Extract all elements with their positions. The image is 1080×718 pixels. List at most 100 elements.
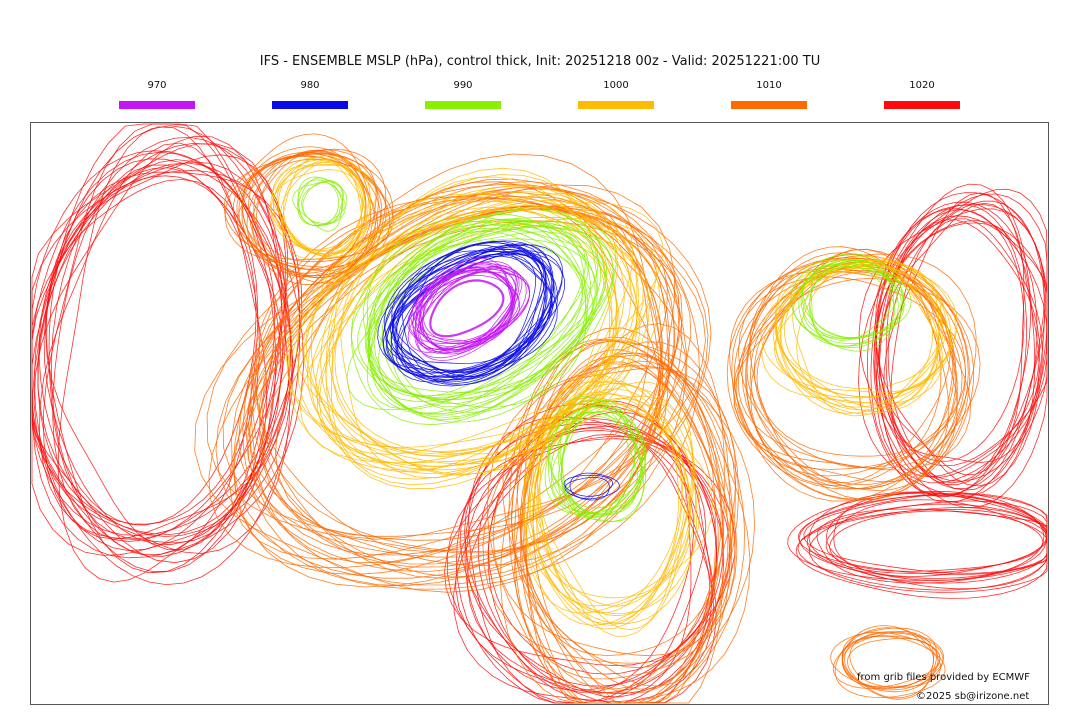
isobar-line xyxy=(547,395,646,516)
isobar-990-uk xyxy=(544,395,647,523)
copyright-credit: ©2025 sb@irizone.net xyxy=(916,691,1030,702)
isobar-line xyxy=(797,493,1048,576)
isobar-line xyxy=(539,391,682,614)
isobar-line xyxy=(874,203,1047,486)
isobar-line xyxy=(250,196,683,564)
isobar-line xyxy=(510,341,731,687)
isobar-line xyxy=(415,268,517,353)
isobar-line xyxy=(816,508,1048,584)
isobar-line xyxy=(315,185,638,448)
isobar-line xyxy=(247,188,669,567)
isobar-line xyxy=(394,250,558,387)
isobar-line xyxy=(52,164,284,542)
isobar-line xyxy=(378,230,584,398)
isobar-line xyxy=(33,142,301,586)
isobar-line xyxy=(761,259,944,405)
isobar-line xyxy=(519,355,719,690)
isobar-line xyxy=(274,181,686,540)
isobar-line xyxy=(407,267,523,355)
legend-item-970: 970 xyxy=(118,80,196,109)
isobar-line xyxy=(395,255,554,377)
isobar-1000-canada xyxy=(270,155,377,260)
isobar-line xyxy=(774,258,947,414)
isobar-990-scand xyxy=(790,253,912,352)
isobar-line xyxy=(527,393,687,625)
isobar-line xyxy=(256,207,668,553)
isobar-line xyxy=(522,382,700,614)
isobar-line xyxy=(270,157,363,251)
isobar-line xyxy=(522,360,716,690)
legend-swatch xyxy=(272,101,348,109)
isobar-line xyxy=(841,630,935,700)
legend-item-1010: 1010 xyxy=(730,80,808,109)
isobar-970-atlantic xyxy=(407,257,531,361)
isobar-990-canada xyxy=(292,176,348,232)
isobar-line xyxy=(255,198,662,579)
legend-item-980: 980 xyxy=(271,80,349,109)
legend-label: 1010 xyxy=(756,80,782,91)
isobar-line xyxy=(890,218,1043,478)
isobar-line xyxy=(833,492,1047,577)
isobar-line xyxy=(301,179,343,232)
isobar-line xyxy=(499,327,751,704)
isobar-line xyxy=(878,202,1025,476)
isobar-line xyxy=(733,264,972,471)
isobar-line xyxy=(395,242,556,373)
isobar-line xyxy=(858,183,1036,498)
isobar-1020-med xyxy=(787,490,1048,599)
isobar-line xyxy=(412,263,527,353)
isobar-line xyxy=(419,266,521,351)
isobar-line xyxy=(798,495,1047,579)
isobar-1000-scand xyxy=(760,255,958,417)
isobar-line xyxy=(803,493,1048,574)
isobar-line xyxy=(31,123,294,556)
isobar-line xyxy=(796,261,939,404)
isobar-line xyxy=(468,416,736,704)
isobar-line xyxy=(486,365,736,704)
isobar-line xyxy=(303,193,634,458)
isobar-line xyxy=(564,477,610,501)
legend-label: 1020 xyxy=(909,80,935,91)
isobar-1010-scand xyxy=(726,246,981,502)
isobar-line xyxy=(297,179,340,227)
data-source-credit: from grib files provided by ECMWF xyxy=(857,672,1030,683)
isobar-line xyxy=(532,398,698,625)
isobar-line xyxy=(487,405,717,694)
isobar-line xyxy=(297,177,346,226)
isobar-line xyxy=(760,259,940,413)
isobar-line xyxy=(750,249,950,492)
legend-swatch xyxy=(119,101,195,109)
isobar-1000-uk xyxy=(522,373,713,637)
isobar-line xyxy=(563,474,614,497)
isobar-line xyxy=(844,632,944,691)
isobar-line xyxy=(277,155,369,255)
isobar-line xyxy=(390,244,547,364)
pressure-map xyxy=(30,122,1049,705)
legend-label: 1000 xyxy=(603,80,629,91)
isobar-line xyxy=(37,167,260,525)
isobar-line xyxy=(400,244,558,382)
isobar-line xyxy=(281,156,367,260)
isobar-line xyxy=(422,275,513,349)
isobar-line xyxy=(224,133,376,272)
isobar-line xyxy=(346,222,594,411)
isobar-line xyxy=(736,252,958,470)
isobar-line xyxy=(287,167,615,455)
isobar-line xyxy=(242,183,712,587)
isobar-line xyxy=(416,271,520,350)
isobar-line xyxy=(525,373,691,614)
isobar-line xyxy=(878,204,1027,498)
isobar-line xyxy=(879,209,1025,462)
isobar-line xyxy=(732,248,958,482)
legend-label: 990 xyxy=(453,80,473,91)
isobar-line xyxy=(557,399,644,522)
isobar-line xyxy=(236,153,379,278)
legend-item-990: 990 xyxy=(424,80,502,109)
isobar-line xyxy=(366,224,607,410)
isobar-line xyxy=(453,423,715,702)
isobar-line xyxy=(532,381,695,626)
isobar-line xyxy=(302,182,344,224)
isobar-line xyxy=(477,430,730,687)
isobar-line xyxy=(325,204,632,456)
isobar-line xyxy=(858,208,1045,489)
